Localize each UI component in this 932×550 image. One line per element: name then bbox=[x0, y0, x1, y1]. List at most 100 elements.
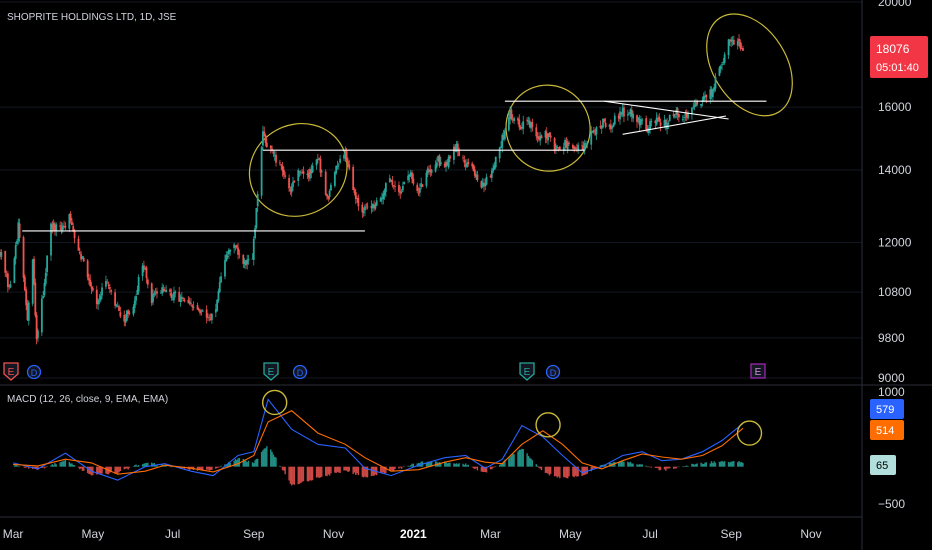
candle[interactable] bbox=[263, 126, 266, 137]
candle[interactable] bbox=[14, 241, 17, 265]
candle[interactable] bbox=[330, 182, 332, 191]
candle[interactable] bbox=[8, 284, 11, 290]
highlight-circle[interactable] bbox=[261, 389, 288, 416]
candle[interactable] bbox=[218, 276, 221, 294]
candle[interactable] bbox=[43, 278, 46, 298]
candle[interactable] bbox=[290, 183, 293, 197]
candle[interactable] bbox=[18, 218, 21, 243]
candle[interactable] bbox=[683, 114, 686, 124]
candle[interactable] bbox=[437, 155, 440, 162]
candle[interactable] bbox=[226, 251, 229, 260]
candle[interactable] bbox=[544, 129, 547, 144]
candle[interactable] bbox=[114, 289, 117, 309]
candle[interactable] bbox=[63, 220, 65, 229]
price-pane[interactable] bbox=[0, 0, 862, 379]
candle[interactable] bbox=[68, 213, 71, 233]
candle[interactable] bbox=[637, 116, 640, 124]
candle[interactable] bbox=[26, 299, 29, 321]
candle[interactable] bbox=[82, 255, 85, 262]
candle[interactable] bbox=[246, 254, 249, 270]
candle[interactable] bbox=[548, 132, 551, 138]
candle[interactable] bbox=[150, 282, 153, 307]
candle[interactable] bbox=[481, 178, 484, 189]
candle[interactable] bbox=[458, 147, 461, 157]
candle[interactable] bbox=[298, 170, 301, 177]
candle[interactable] bbox=[647, 125, 650, 136]
candle[interactable] bbox=[289, 186, 292, 195]
candle[interactable] bbox=[315, 158, 318, 170]
candle[interactable] bbox=[64, 222, 67, 230]
candle[interactable] bbox=[282, 166, 285, 179]
candle[interactable] bbox=[132, 304, 135, 317]
candle[interactable] bbox=[254, 225, 256, 240]
candle[interactable] bbox=[31, 258, 34, 307]
candle[interactable] bbox=[547, 133, 549, 145]
candle[interactable] bbox=[641, 117, 644, 125]
candle[interactable] bbox=[700, 103, 703, 109]
candle[interactable] bbox=[161, 283, 164, 297]
candle[interactable] bbox=[409, 169, 412, 177]
candle[interactable] bbox=[0, 249, 3, 261]
candle[interactable] bbox=[165, 285, 168, 293]
candle[interactable] bbox=[742, 45, 744, 51]
candle[interactable] bbox=[619, 106, 621, 125]
candle[interactable] bbox=[519, 125, 522, 130]
candle[interactable] bbox=[591, 130, 594, 134]
dividend-marker[interactable]: D bbox=[292, 364, 308, 380]
candle[interactable] bbox=[201, 309, 204, 312]
time-scale[interactable]: Mar May Jul Sep Nov 2021 Mar May Jul Sep Nov bbox=[3, 527, 822, 541]
triangle-trendline[interactable] bbox=[604, 100, 729, 120]
candle[interactable] bbox=[98, 293, 101, 305]
candle[interactable] bbox=[435, 157, 438, 169]
price-scale[interactable]: 20000 16000 14000 12000 10800 9800 9000 bbox=[878, 0, 912, 385]
candle[interactable] bbox=[225, 251, 228, 262]
candle[interactable] bbox=[483, 178, 485, 193]
candle[interactable] bbox=[207, 313, 209, 321]
candle[interactable] bbox=[162, 284, 165, 293]
candle[interactable] bbox=[80, 250, 82, 262]
candle[interactable] bbox=[536, 132, 539, 143]
candle[interactable] bbox=[135, 294, 137, 305]
candle[interactable] bbox=[471, 161, 474, 169]
candle[interactable] bbox=[237, 242, 239, 260]
candle[interactable] bbox=[77, 235, 80, 251]
candle[interactable] bbox=[732, 35, 735, 46]
candle[interactable] bbox=[33, 255, 35, 286]
candle[interactable] bbox=[238, 249, 241, 259]
candle[interactable] bbox=[17, 218, 20, 245]
candle[interactable] bbox=[271, 145, 273, 153]
candle[interactable] bbox=[173, 286, 175, 304]
candle[interactable] bbox=[411, 170, 413, 184]
candle[interactable] bbox=[443, 161, 446, 168]
candle[interactable] bbox=[356, 195, 358, 203]
candle[interactable] bbox=[78, 247, 81, 255]
candle[interactable] bbox=[348, 159, 351, 171]
candle[interactable] bbox=[205, 305, 208, 324]
candle[interactable] bbox=[611, 125, 614, 133]
candle[interactable] bbox=[667, 120, 670, 130]
candle[interactable] bbox=[197, 307, 200, 312]
candle[interactable] bbox=[163, 286, 166, 292]
candle[interactable] bbox=[490, 167, 493, 182]
candle[interactable] bbox=[655, 112, 658, 126]
candle[interactable] bbox=[510, 106, 513, 121]
candle[interactable] bbox=[269, 145, 272, 154]
candle[interactable] bbox=[301, 168, 304, 174]
candle[interactable] bbox=[50, 222, 52, 261]
candle[interactable] bbox=[713, 83, 716, 93]
candle[interactable] bbox=[408, 173, 411, 183]
candle[interactable] bbox=[513, 116, 515, 125]
candle[interactable] bbox=[687, 110, 689, 120]
candle[interactable] bbox=[309, 167, 311, 182]
candle[interactable] bbox=[539, 132, 542, 146]
candle[interactable] bbox=[654, 119, 657, 129]
candle[interactable] bbox=[288, 174, 290, 192]
candle[interactable] bbox=[273, 150, 276, 161]
highlight-ellipse[interactable] bbox=[233, 107, 363, 234]
candle[interactable] bbox=[144, 266, 147, 271]
candle[interactable] bbox=[115, 303, 118, 308]
candle[interactable] bbox=[13, 256, 16, 284]
candle[interactable] bbox=[280, 163, 283, 170]
candle[interactable] bbox=[645, 115, 648, 133]
candle[interactable] bbox=[630, 105, 633, 122]
